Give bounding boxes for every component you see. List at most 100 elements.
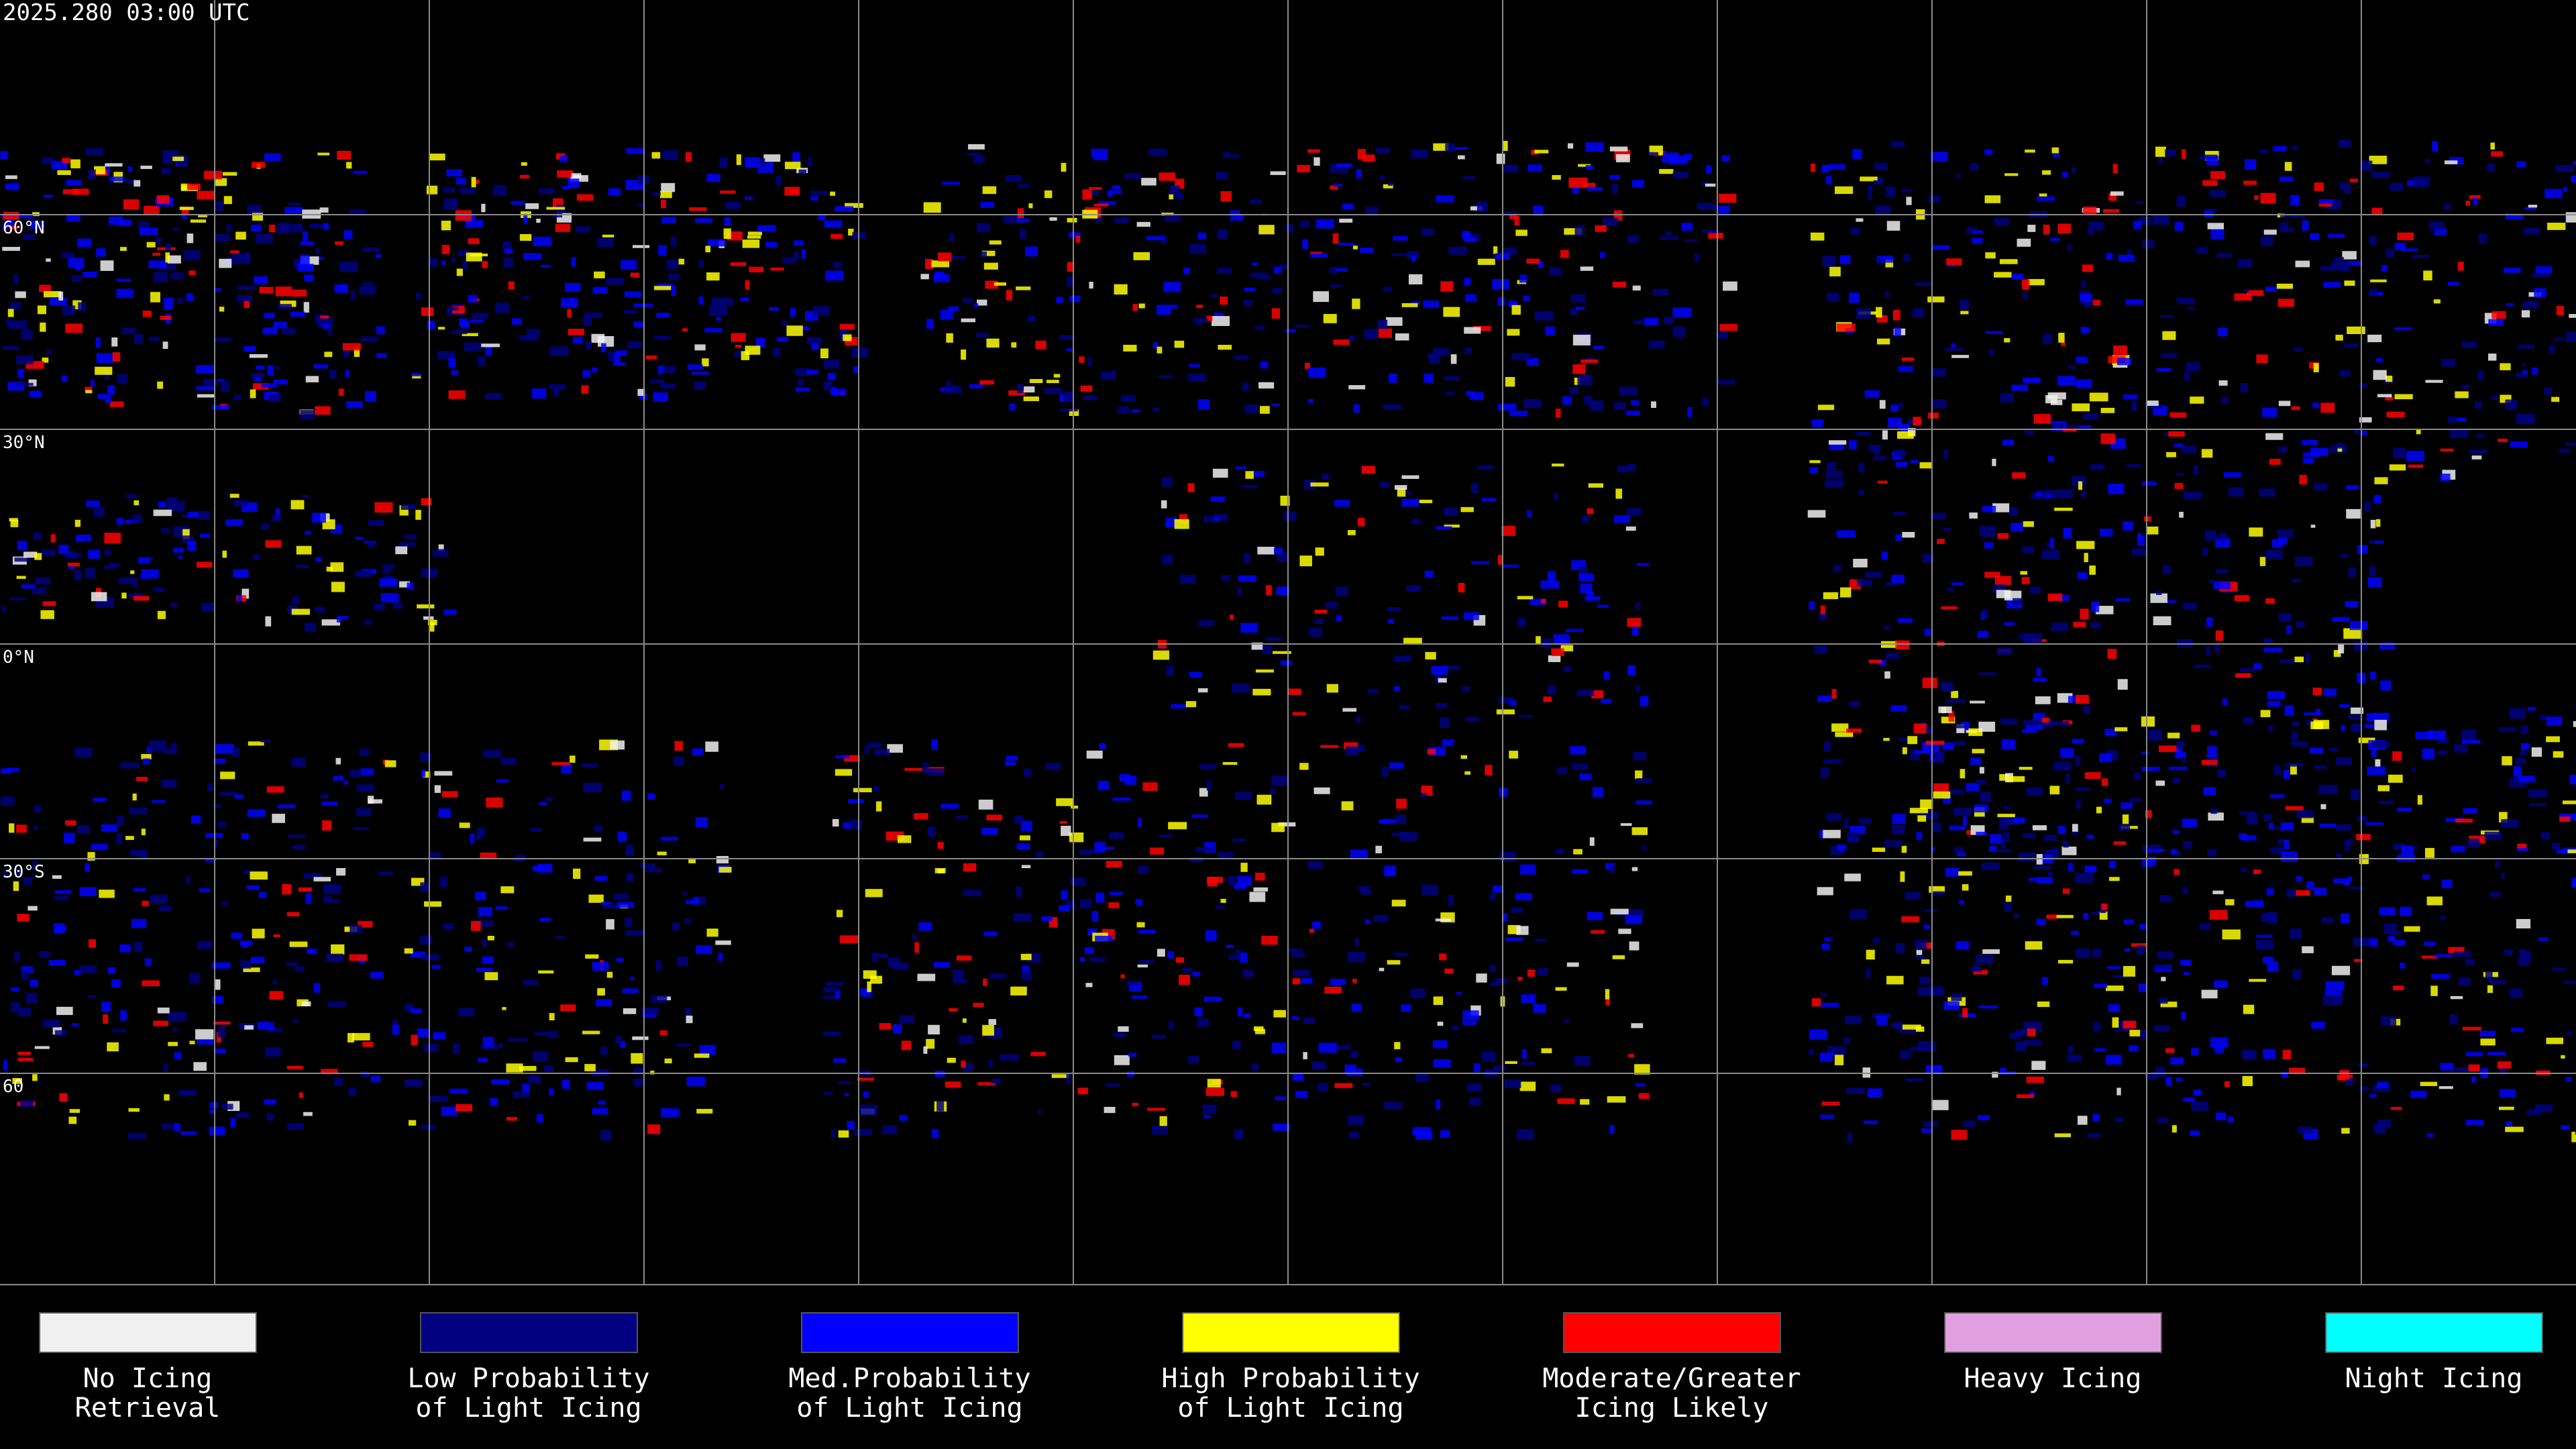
icing-speck <box>1148 148 1167 156</box>
icing-speck <box>1562 396 1572 405</box>
icing-speck <box>2182 887 2188 895</box>
icing-speck <box>1717 331 1728 339</box>
icing-speck <box>54 1030 67 1036</box>
icing-speck <box>2044 835 2057 841</box>
icing-speck <box>229 494 239 498</box>
icing-speck <box>1820 767 1829 778</box>
icing-speck <box>949 1008 958 1012</box>
icing-speck <box>712 297 729 306</box>
legend-swatch <box>801 1312 1019 1353</box>
icing-speck <box>2193 465 2199 476</box>
icing-speck <box>1979 526 1996 537</box>
icing-speck <box>591 367 598 373</box>
icing-speck <box>2217 327 2228 337</box>
icing-speck <box>1152 407 1159 412</box>
icing-speck <box>947 306 959 311</box>
icing-speck <box>1440 717 1450 729</box>
icing-speck <box>709 305 728 315</box>
icing-speck <box>723 228 731 239</box>
icing-speck <box>2268 921 2277 924</box>
icing-speck <box>1346 746 1358 756</box>
icing-speck <box>901 1040 912 1051</box>
icing-speck <box>294 966 305 971</box>
icing-speck <box>1229 614 1234 620</box>
icing-speck <box>1304 362 1310 370</box>
icing-speck <box>423 771 431 778</box>
icing-speck <box>511 201 525 205</box>
icing-speck <box>1452 1026 1459 1030</box>
icing-speck <box>581 385 589 394</box>
icing-speck <box>2385 396 2394 400</box>
icing-speck <box>2487 163 2495 172</box>
icing-speck <box>1133 252 1150 260</box>
icing-speck <box>2063 841 2069 848</box>
icing-speck <box>417 1028 429 1038</box>
icing-speck <box>1873 180 1881 184</box>
icing-speck <box>706 174 720 182</box>
icing-speck <box>2331 965 2351 975</box>
icing-speck <box>668 273 680 280</box>
icing-speck <box>2206 746 2217 757</box>
icing-speck <box>427 619 437 625</box>
icing-speck <box>1551 648 1564 657</box>
icing-speck <box>2050 399 2063 405</box>
icing-speck <box>222 172 237 176</box>
icing-speck <box>1988 349 1994 356</box>
icing-speck <box>1982 949 2000 954</box>
icing-speck <box>1273 1010 1286 1018</box>
icing-speck <box>187 541 197 551</box>
icing-speck <box>2210 808 2217 814</box>
icing-speck <box>1099 847 1114 850</box>
icing-speck <box>1045 763 1061 769</box>
icing-speck <box>1273 266 1281 274</box>
icing-speck <box>1835 732 1854 737</box>
icing-speck <box>1303 1052 1307 1060</box>
icing-speck <box>15 355 34 365</box>
icing-speck <box>2076 541 2095 549</box>
icing-speck <box>631 1053 643 1064</box>
icing-speck <box>2344 840 2351 851</box>
icing-speck <box>946 380 951 386</box>
icing-speck <box>85 390 93 394</box>
icing-speck <box>953 979 967 984</box>
icing-speck <box>983 262 998 270</box>
icing-speck <box>708 239 726 247</box>
icing-speck <box>2263 957 2273 964</box>
icing-speck <box>795 387 810 392</box>
icing-speck <box>1548 655 1561 662</box>
icing-speck <box>107 967 116 974</box>
icing-speck <box>836 910 843 918</box>
icing-speck <box>1946 258 1962 266</box>
icing-speck <box>1303 1017 1315 1024</box>
icing-speck <box>1411 301 1421 305</box>
icing-speck <box>642 1007 659 1015</box>
icing-speck <box>571 257 576 267</box>
icing-speck <box>601 343 606 353</box>
icing-speck <box>633 321 643 327</box>
icing-speck <box>1884 625 1890 629</box>
icing-speck <box>824 982 843 986</box>
icing-speck <box>852 347 869 358</box>
icing-speck <box>2131 400 2137 411</box>
icing-speck <box>806 370 818 375</box>
icing-speck <box>1933 753 1944 763</box>
icing-speck <box>1292 969 1309 977</box>
icing-speck <box>9 597 27 600</box>
icing-speck <box>1489 894 1495 901</box>
icing-speck <box>2422 874 2430 879</box>
icing-speck <box>1292 712 1306 716</box>
icing-speck <box>2002 832 2010 842</box>
icing-speck <box>1937 539 1945 544</box>
icing-speck <box>449 1088 468 1094</box>
icing-speck <box>2138 983 2148 992</box>
icing-speck <box>275 508 280 519</box>
icing-speck <box>2495 860 2500 869</box>
icing-speck <box>2292 214 2305 218</box>
icing-speck <box>2422 748 2434 759</box>
icing-speck <box>2101 778 2108 786</box>
icing-speck <box>1183 268 1190 275</box>
icing-speck <box>961 349 967 360</box>
icing-speck <box>1118 1026 1129 1032</box>
icing-speck <box>244 1025 254 1030</box>
icing-speck <box>870 975 883 984</box>
